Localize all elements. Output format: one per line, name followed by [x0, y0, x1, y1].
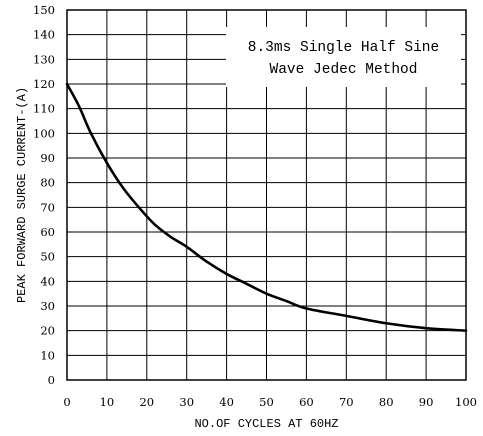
annotation-line-2: Wave Jedec Method	[270, 62, 418, 78]
y-tick-label: 70	[40, 200, 55, 214]
x-tick-label: 60	[299, 395, 314, 409]
x-tick-label: 90	[419, 395, 434, 409]
y-axis-title: PEAK FORWARD SURGE CURRENT-(A)	[15, 87, 29, 303]
y-tick-label: 10	[40, 348, 55, 362]
y-tick-label: 90	[40, 151, 55, 165]
y-tick-label: 80	[40, 176, 55, 190]
x-tick-label: 0	[63, 395, 70, 409]
y-tick-label: 30	[40, 299, 55, 313]
x-tick-label: 50	[259, 395, 274, 409]
y-tick-labels: 0 10 20 30 40 50 60 70 80 90 100 110 120 130 140 150	[33, 3, 55, 387]
y-tick-label: 110	[33, 102, 55, 116]
x-tick-label: 80	[379, 395, 394, 409]
x-tick-label: 70	[339, 395, 354, 409]
plot-frame	[66, 9, 467, 381]
x-tick-label: 10	[100, 395, 115, 409]
surge-current-line	[65, 82, 468, 332]
x-tick-label: 100	[455, 395, 477, 409]
y-tick-label: 50	[40, 250, 55, 264]
y-tick-label: 140	[33, 28, 55, 42]
x-tick-labels: 0 10 20 30 40 50 60 70 80 90 100	[63, 395, 477, 409]
y-tick-label: 150	[33, 3, 55, 17]
y-tick-label: 60	[40, 225, 55, 239]
y-tick-label: 100	[33, 126, 55, 140]
y-tick-label: 20	[40, 324, 55, 338]
y-tick-label: 40	[40, 274, 55, 288]
y-tick-label: 120	[33, 77, 55, 91]
x-tick-label: 40	[219, 395, 234, 409]
x-tick-label: 30	[179, 395, 194, 409]
annotation-line-1: 8.3ms Single Half Sine	[248, 40, 439, 56]
x-tick-label: 20	[139, 395, 154, 409]
y-tick-label: 0	[48, 373, 55, 387]
series-group	[65, 82, 468, 332]
annotation-box	[226, 27, 461, 87]
x-axis-title: NO.OF CYCLES AT 60HZ	[194, 417, 338, 431]
y-tick-label: 130	[33, 52, 55, 66]
